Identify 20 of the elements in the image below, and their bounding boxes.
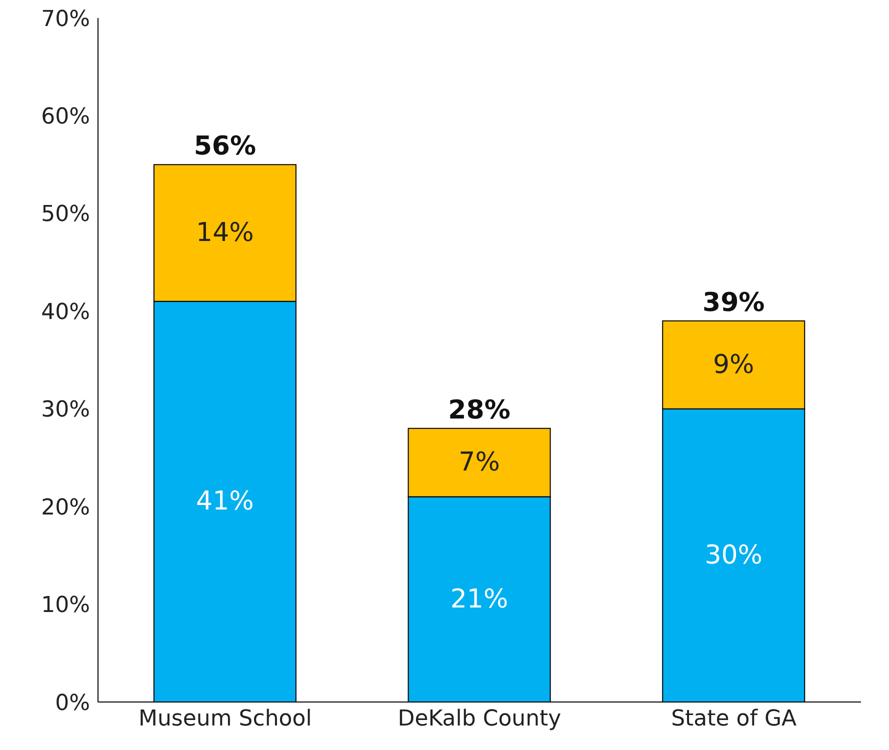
y-tick-label: 20% bbox=[41, 495, 90, 520]
y-tick-label: 10% bbox=[41, 593, 90, 618]
data-label: 14% bbox=[196, 218, 254, 248]
y-tick-label: 50% bbox=[41, 202, 90, 228]
y-tick-label: 40% bbox=[41, 300, 90, 325]
x-tick-label: State of GA bbox=[671, 706, 797, 732]
total-label: 39% bbox=[702, 288, 765, 318]
total-label: 28% bbox=[448, 395, 510, 426]
y-tick-label: 30% bbox=[41, 398, 90, 423]
y-tick-label: 70% bbox=[41, 6, 90, 32]
y-tick-label: 0% bbox=[55, 690, 90, 716]
total-label: 56% bbox=[194, 132, 256, 162]
data-label: 21% bbox=[450, 584, 508, 614]
data-label: 7% bbox=[458, 448, 500, 478]
data-label: 9% bbox=[712, 350, 754, 380]
data-label: 41% bbox=[196, 486, 254, 517]
data-label: 30% bbox=[704, 540, 763, 570]
y-tick-label: 60% bbox=[41, 104, 90, 130]
x-tick-label: DeKalb County bbox=[398, 706, 562, 732]
x-tick-label: Museum School bbox=[138, 706, 312, 732]
